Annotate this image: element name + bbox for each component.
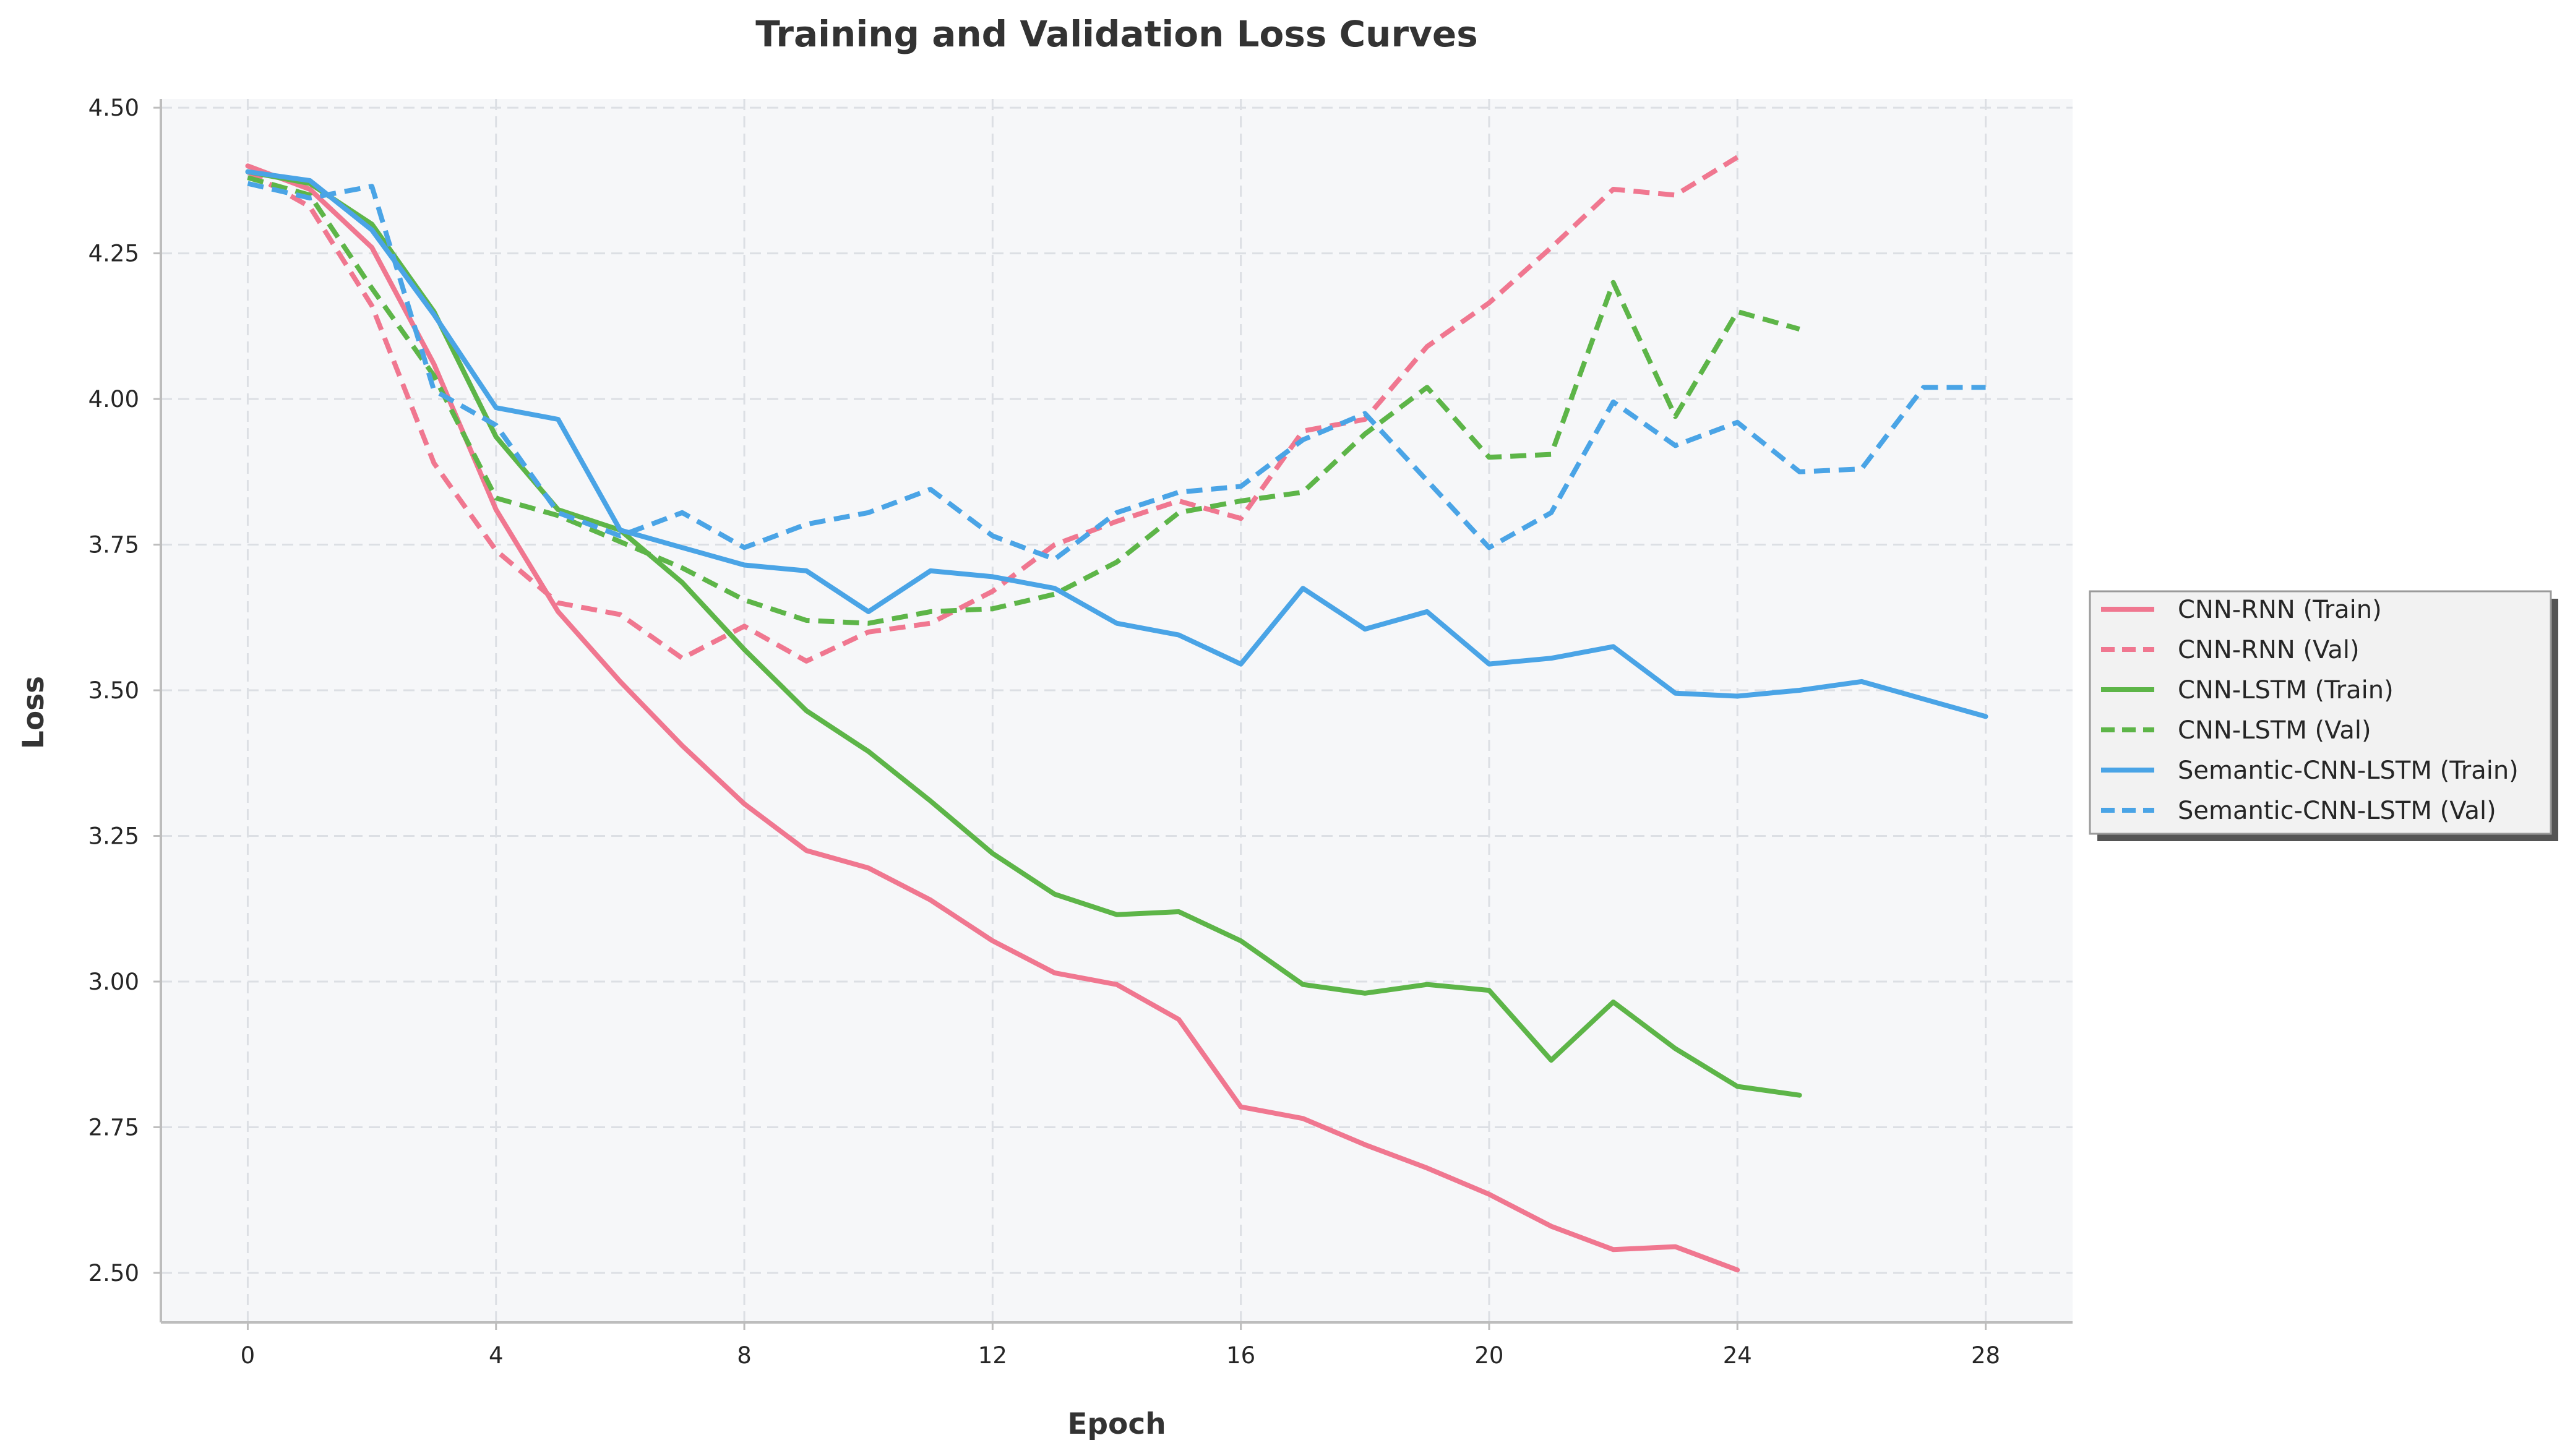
- series-line-cnn-rnn-train: [245, 163, 1740, 1273]
- legend-label-cnn-rnn-train: CNN-RNN (Train): [2178, 596, 2382, 624]
- x-tick-label: 20: [1474, 1342, 1503, 1369]
- x-tick-label: 28: [1971, 1342, 2000, 1369]
- y-tick-label: 4.50: [88, 95, 139, 121]
- legend-items: CNN-RNN (Train) CNN-RNN (Val) CNN-LSTM (Tr…: [2101, 596, 2519, 825]
- y-tick-label: 4.25: [88, 241, 139, 267]
- x-tick-label: 24: [1723, 1342, 1752, 1369]
- x-ticks: 0 4 8 12 16 20 24 28: [241, 1322, 2000, 1369]
- y-tick-label: 3.25: [88, 823, 139, 850]
- x-axis-label: Epoch: [1067, 1407, 1166, 1441]
- axes: [160, 99, 2073, 1324]
- y-axis-label: Loss: [17, 676, 51, 749]
- y-tick-label: 3.75: [88, 532, 139, 559]
- y-tick-label: 3.50: [88, 677, 139, 704]
- series-line-cnn-lstm-val: [247, 175, 1800, 626]
- y-ticks: 2.50 2.75 3.00 3.25 3.50 3.75 4.00 4.25 4.50: [88, 95, 161, 1287]
- x-tick-label: 12: [978, 1342, 1007, 1369]
- legend-label-cnn-lstm-train: CNN-LSTM (Train): [2178, 676, 2394, 704]
- grid: [161, 99, 2073, 1322]
- series-line-semantic-cnn-lstm-train: [245, 169, 1988, 719]
- plot-background: [161, 99, 2073, 1322]
- x-tick-label: 4: [489, 1342, 504, 1369]
- legend: CNN-RNN (Train) CNN-RNN (Val) CNN-LSTM (Tr…: [2089, 590, 2558, 841]
- legend-label-semantic-cnn-lstm-train: Semantic-CNN-LSTM (Train): [2178, 756, 2519, 785]
- series-lines: [245, 155, 1988, 1273]
- series-line-semantic-cnn-lstm-val: [247, 181, 1986, 562]
- legend-box: [2089, 590, 2552, 835]
- y-tick-label: 2.75: [88, 1114, 139, 1141]
- x-tick-label: 8: [737, 1342, 752, 1369]
- x-tick-label: 0: [241, 1342, 256, 1369]
- series-line-cnn-rnn-val: [246, 155, 1739, 664]
- y-tick-label: 4.00: [88, 386, 139, 413]
- chart-title: Training and Validation Loss Curves: [755, 13, 1478, 55]
- y-tick-label: 2.50: [88, 1260, 139, 1287]
- legend-label-semantic-cnn-lstm-val: Semantic-CNN-LSTM (Val): [2178, 797, 2496, 825]
- legend-label-cnn-lstm-val: CNN-LSTM (Val): [2178, 716, 2371, 745]
- legend-label-cnn-rnn-val: CNN-RNN (Val): [2178, 636, 2360, 664]
- y-tick-label: 3.00: [88, 969, 139, 995]
- series-line-cnn-lstm-train: [245, 169, 1802, 1098]
- x-tick-label: 16: [1226, 1342, 1255, 1369]
